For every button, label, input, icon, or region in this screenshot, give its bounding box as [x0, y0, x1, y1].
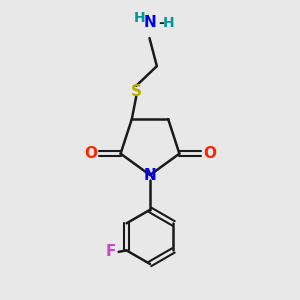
Text: H: H: [134, 11, 145, 25]
Text: H: H: [163, 16, 174, 29]
Text: O: O: [84, 146, 97, 161]
Text: F: F: [106, 244, 116, 260]
Text: N: N: [144, 167, 156, 182]
Text: S: S: [131, 84, 142, 99]
Text: N: N: [144, 15, 157, 30]
Text: O: O: [203, 146, 216, 161]
Text: -: -: [158, 16, 164, 29]
